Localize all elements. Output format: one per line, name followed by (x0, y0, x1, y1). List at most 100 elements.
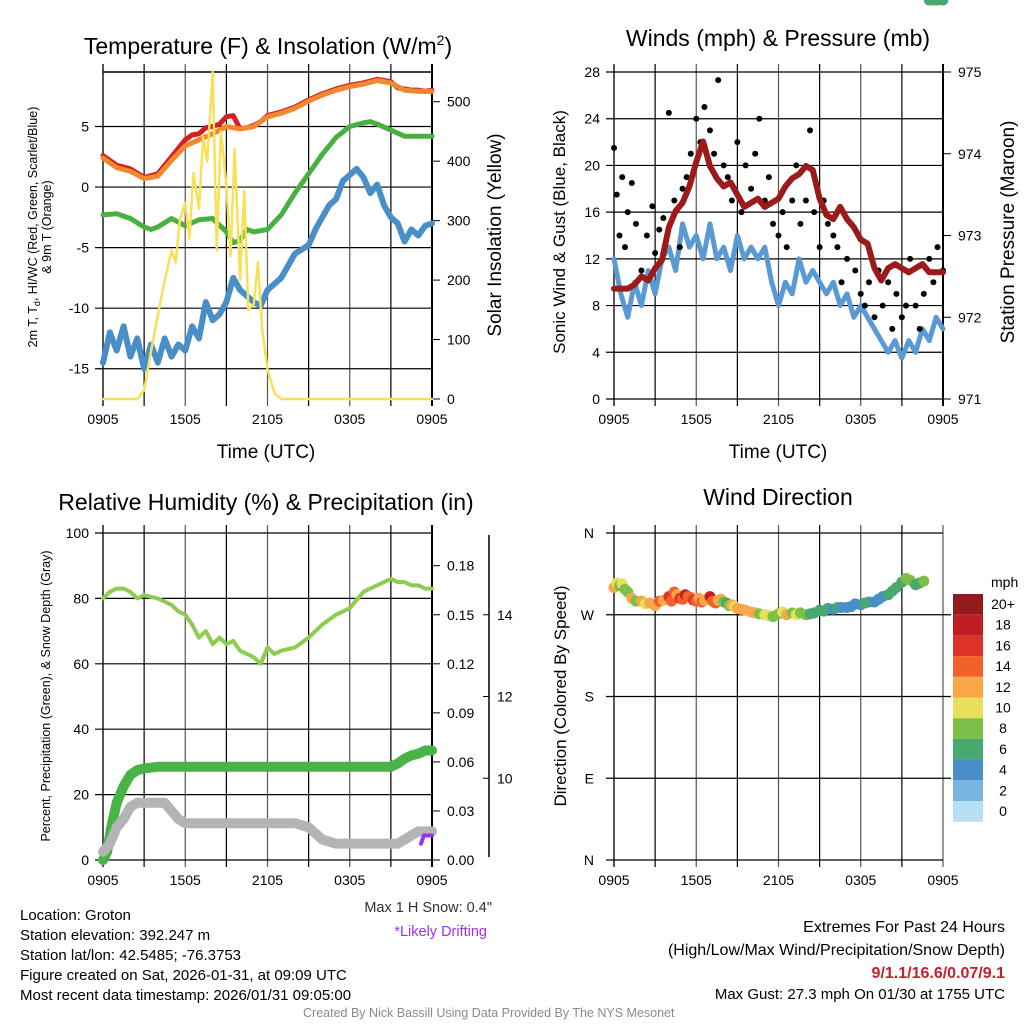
extremes-title: Extremes For Past 24 Hours (803, 919, 1005, 936)
gust-point (893, 290, 900, 297)
winds-y-axis-label: Sonic Wind & Gust (Blue, Black) (550, 110, 569, 354)
gust-point (638, 267, 645, 274)
gust-point (671, 197, 678, 204)
gust-point (624, 209, 631, 216)
gust-point (920, 290, 927, 297)
gust-point (711, 150, 718, 157)
gust-point (742, 162, 749, 169)
x-tick-label: 0905 (598, 872, 629, 888)
y-tick-label: 0 (592, 391, 600, 407)
gust-point (649, 203, 656, 210)
gust-point (616, 232, 623, 239)
gust-point (861, 302, 868, 309)
x-tick-label: 1505 (170, 411, 201, 427)
gust-point (783, 244, 790, 251)
y-tick-label: 16 (584, 204, 600, 220)
max-gust-text: Max Gust: 27.3 mph On 01/30 at 1755 UTC (714, 986, 1005, 1003)
y-tick-label: 100 (66, 525, 90, 541)
y2-tick-label: 500 (447, 94, 471, 110)
gust-point (857, 290, 864, 297)
y2-tick-label: 0 (447, 391, 455, 407)
y2-tick-label: 0.09 (447, 705, 474, 721)
y-tick-label: 24 (584, 111, 600, 127)
series-solar-insolation (101, 70, 434, 401)
gust-point (916, 325, 923, 332)
direction-point (918, 575, 930, 587)
colorbar-swatch (953, 656, 983, 677)
gust-point (852, 267, 859, 274)
series-9m-temperature (100, 77, 435, 182)
gust-point (902, 302, 909, 309)
temperature-x-axis-label: Time (UTC) (217, 442, 316, 463)
gust-point (693, 115, 700, 122)
series-snow-drift (419, 833, 434, 846)
gust-point (834, 244, 841, 251)
y-tick-label: S (585, 689, 594, 705)
colorbar-label: 2 (999, 782, 1007, 798)
y-tick-label: E (585, 770, 594, 786)
x-tick-label: 0305 (845, 411, 876, 427)
gust-point (715, 77, 722, 84)
colorbar-swatch (953, 801, 983, 822)
gust-point (756, 115, 763, 122)
y2-tick-label: 200 (447, 272, 471, 288)
colorbar-swatch (953, 614, 983, 636)
winds-chart-title: Winds (mph) & Pressure (mb) (626, 25, 930, 51)
x-tick-label: 0905 (416, 411, 447, 427)
direction-y-axis-label: Direction (Colored By Speed) (551, 585, 570, 806)
winds-x-axis-label: Time (UTC) (729, 442, 828, 463)
gust-point (660, 214, 667, 221)
gust-point (824, 220, 831, 227)
humidity-plot-area: 0905 1505 2105 0305 0905 0 20 40 60 80 100 0.00 0.03… (66, 525, 513, 888)
y2-tick-label: 0.00 (447, 852, 474, 868)
wind-direction-chart-title: Wind Direction (703, 484, 853, 510)
x-tick-label: 0305 (334, 411, 365, 427)
colorbar-label: 16 (995, 637, 1011, 653)
gust-point (789, 197, 796, 204)
extremes-subtitle: (High/Low/Max Wind/Precipitation/Snow De… (667, 942, 1005, 959)
y2-tick-label: 973 (958, 228, 982, 244)
y-tick-label: W (581, 607, 595, 623)
y-tick-label: 28 (584, 64, 600, 80)
gust-point (687, 150, 694, 157)
y2-tick-label: 0.06 (447, 754, 474, 770)
colorbar-label: 12 (995, 679, 1011, 695)
series-precipitation (98, 745, 437, 865)
y2-tick-label: 0.18 (447, 558, 474, 574)
gust-point (926, 255, 933, 262)
credit-text: Created By Nick Bassill Using Data Provi… (303, 1006, 675, 1020)
gust-point (613, 191, 620, 198)
gust-point (652, 250, 659, 257)
y2-tick-label: 971 (958, 391, 982, 407)
colorbar-title: mph (991, 574, 1018, 590)
y3-tick-label: 14 (497, 607, 513, 623)
gust-point (934, 244, 941, 251)
elevation-text: Station elevation: 392.247 m (20, 927, 211, 944)
gust-point (779, 209, 786, 216)
gust-point (706, 127, 713, 134)
gust-point (720, 162, 727, 169)
gust-point (793, 162, 800, 169)
series-snow-depth (98, 797, 437, 857)
colorbar-swatch (953, 718, 983, 739)
gust-point (885, 279, 892, 286)
y-tick-label: 12 (584, 251, 600, 267)
temperature-y-axis-label-line2: & 9m T (Orange) (40, 180, 54, 273)
gust-point (643, 232, 650, 239)
y-tick-label: 5 (81, 119, 89, 135)
colorbar-swatch (953, 738, 983, 760)
series-station-pressure (611, 138, 946, 292)
max-snow-annotation: Max 1 H Snow: 0.4" (364, 900, 492, 916)
x-tick-label: 0905 (416, 872, 447, 888)
colorbar-swatch (953, 594, 983, 615)
gust-point (930, 279, 937, 286)
x-tick-label: 0905 (87, 872, 118, 888)
y2-tick-label: 0.15 (447, 607, 474, 623)
y2-tick-label: 974 (958, 146, 982, 162)
colorbar-swatch (953, 635, 983, 657)
y-tick-label: 40 (73, 721, 89, 737)
gust-point (676, 244, 683, 251)
y-tick-label: 0 (81, 852, 89, 868)
gust-point (752, 150, 759, 157)
y-tick-label: 0 (81, 179, 89, 195)
